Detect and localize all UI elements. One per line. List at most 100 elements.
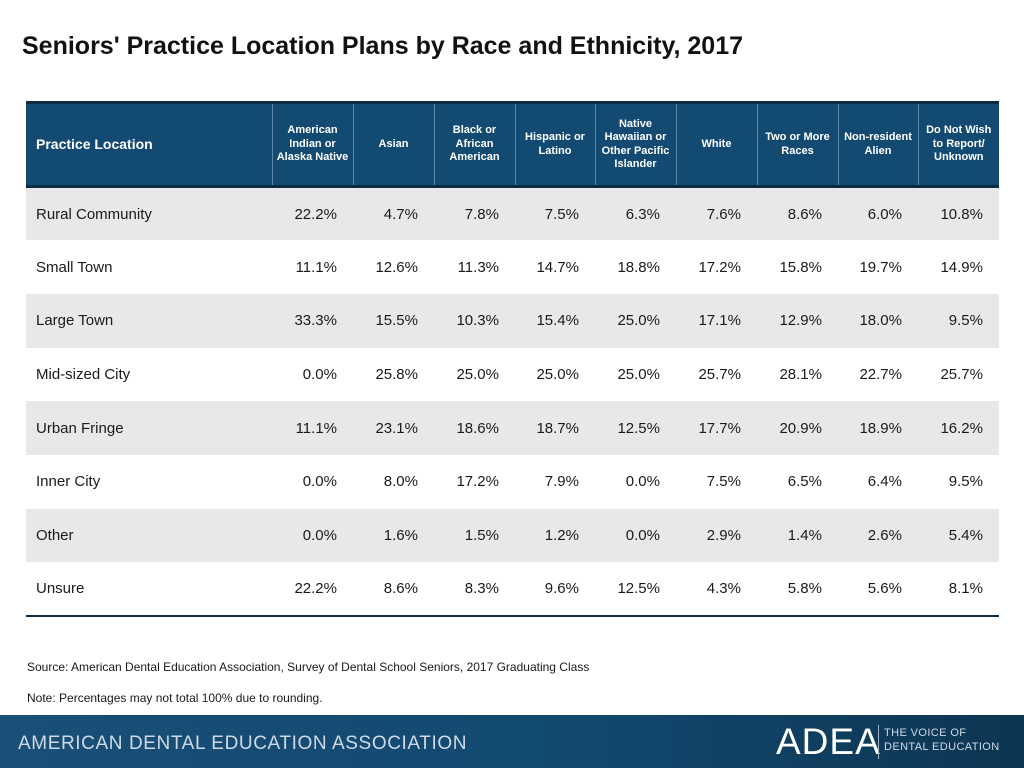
- table-cell: 6.3%: [595, 186, 676, 241]
- column-header: White: [675, 101, 757, 188]
- table-row: Small Town 11.1% 12.6% 11.3% 14.7% 18.8% 17.2%…: [26, 240, 999, 294]
- table-cell: 0.0%: [595, 508, 676, 563]
- table-cell: 2.9%: [676, 508, 757, 563]
- table-cell: 8.6%: [757, 186, 838, 241]
- table-cell: 12.5%: [595, 562, 676, 617]
- table-cell: 4.3%: [676, 562, 757, 617]
- table-cell: 18.0%: [838, 293, 918, 348]
- column-header: American Indian or Alaska Native: [271, 101, 353, 188]
- table-cell: 22.2%: [272, 562, 353, 617]
- source-note: Source: American Dental Education Associ…: [27, 660, 590, 674]
- table-cell: 22.7%: [838, 347, 918, 402]
- table-row: Inner City 0.0% 8.0% 17.2% 7.9% 0.0% 7.5% 6.5% 6…: [26, 454, 999, 509]
- table-cell: 1.4%: [757, 508, 838, 563]
- table-cell: 0.0%: [272, 347, 353, 402]
- organization-name: AMERICAN DENTAL EDUCATION ASSOCIATION: [18, 733, 468, 754]
- table-cell: 11.1%: [272, 240, 353, 294]
- column-header: Hispanic or Latino: [514, 101, 595, 188]
- table-cell: 33.3%: [272, 293, 353, 348]
- row-label: Mid-sized City: [26, 347, 272, 402]
- table-cell: 25.0%: [515, 347, 595, 402]
- table-cell: 2.6%: [838, 508, 918, 563]
- table-cell: 17.1%: [676, 293, 757, 348]
- table-cell: 12.5%: [595, 401, 676, 455]
- column-header: Asian: [352, 101, 434, 188]
- row-label: Unsure: [26, 562, 272, 617]
- table-cell: 20.9%: [757, 401, 838, 455]
- table-cell: 1.2%: [515, 508, 595, 563]
- logo-divider: [878, 725, 879, 759]
- row-label: Small Town: [26, 240, 272, 294]
- table-cell: 25.7%: [676, 347, 757, 402]
- table-cell: 7.5%: [515, 186, 595, 241]
- table-cell: 10.8%: [918, 186, 999, 241]
- rounding-note: Note: Percentages may not total 100% due…: [27, 691, 323, 705]
- table-cell: 17.7%: [676, 401, 757, 455]
- table-row: Other 0.0% 1.6% 1.5% 1.2% 0.0% 2.9% 1.4% 2.6% 5.4…: [26, 508, 999, 563]
- table-cell: 25.0%: [595, 293, 676, 348]
- table-cell: 9.5%: [918, 293, 999, 348]
- table-cell: 5.8%: [757, 562, 838, 617]
- table-cell: 8.0%: [353, 454, 434, 509]
- column-header: Two or More Races: [756, 101, 838, 188]
- table-cell: 0.0%: [272, 508, 353, 563]
- table-cell: 12.6%: [353, 240, 434, 294]
- table-row: Mid-sized City 0.0% 25.8% 25.0% 25.0% 25.0% 25…: [26, 347, 999, 402]
- column-header: Native Hawaiian or Other Pacific Islande…: [594, 101, 676, 188]
- tagline: THE VOICE OF DENTAL EDUCATION: [884, 726, 1000, 754]
- row-label: Rural Community: [26, 186, 272, 241]
- table-row: Unsure 22.2% 8.6% 8.3% 9.6% 12.5% 4.3% 5.8% 5.6%…: [26, 562, 999, 617]
- table-row: Urban Fringe 11.1% 23.1% 18.6% 18.7% 12.5% 17.…: [26, 401, 999, 455]
- table-cell: 23.1%: [353, 401, 434, 455]
- table-cell: 25.7%: [918, 347, 999, 402]
- table-cell: 5.6%: [838, 562, 918, 617]
- practice-location-table: Practice Location American Indian or Ala…: [26, 101, 999, 617]
- table-cell: 12.9%: [757, 293, 838, 348]
- table-cell: 1.5%: [434, 508, 515, 563]
- table-cell: 9.6%: [515, 562, 595, 617]
- table-cell: 11.3%: [434, 240, 515, 294]
- table-cell: 25.8%: [353, 347, 434, 402]
- table-cell: 14.9%: [918, 240, 999, 294]
- column-header: Black or African American: [433, 101, 515, 188]
- table-cell: 15.5%: [353, 293, 434, 348]
- row-label: Other: [26, 508, 272, 563]
- table-cell: 19.7%: [838, 240, 918, 294]
- table-cell: 8.6%: [353, 562, 434, 617]
- row-label: Urban Fringe: [26, 401, 272, 455]
- table-cell: 18.8%: [595, 240, 676, 294]
- table-cell: 7.8%: [434, 186, 515, 241]
- table-row: Large Town 33.3% 15.5% 10.3% 15.4% 25.0% 17.1%…: [26, 293, 999, 348]
- table-header-row: Practice Location American Indian or Ala…: [26, 101, 999, 188]
- table-cell: 14.7%: [515, 240, 595, 294]
- table-cell: 8.1%: [918, 562, 999, 617]
- table-cell: 5.4%: [918, 508, 999, 563]
- table-cell: 22.2%: [272, 186, 353, 241]
- footer-bar: AMERICAN DENTAL EDUCATION ASSOCIATION AD…: [0, 715, 1024, 768]
- table-cell: 4.7%: [353, 186, 434, 241]
- table-cell: 6.0%: [838, 186, 918, 241]
- table-cell: 6.5%: [757, 454, 838, 509]
- table-cell: 10.3%: [434, 293, 515, 348]
- table-row: Rural Community 22.2% 4.7% 7.8% 7.5% 6.3% 7.6%…: [26, 186, 999, 241]
- column-header: Non-resident Alien: [837, 101, 918, 188]
- table-cell: 11.1%: [272, 401, 353, 455]
- table-cell: 6.4%: [838, 454, 918, 509]
- table-cell: 0.0%: [272, 454, 353, 509]
- table-cell: 15.4%: [515, 293, 595, 348]
- table-cell: 25.0%: [595, 347, 676, 402]
- table-cell: 16.2%: [918, 401, 999, 455]
- row-label: Large Town: [26, 293, 272, 348]
- table-cell: 7.5%: [676, 454, 757, 509]
- table-cell: 15.8%: [757, 240, 838, 294]
- table-cell: 7.6%: [676, 186, 757, 241]
- table-cell: 8.3%: [434, 562, 515, 617]
- table-cell: 25.0%: [434, 347, 515, 402]
- table-cell: 18.9%: [838, 401, 918, 455]
- table-cell: 9.5%: [918, 454, 999, 509]
- tagline-line-2: DENTAL EDUCATION: [884, 741, 1000, 753]
- table-cell: 28.1%: [757, 347, 838, 402]
- table-cell: 1.6%: [353, 508, 434, 563]
- page-title: Seniors' Practice Location Plans by Race…: [22, 32, 744, 60]
- table-cell: 17.2%: [434, 454, 515, 509]
